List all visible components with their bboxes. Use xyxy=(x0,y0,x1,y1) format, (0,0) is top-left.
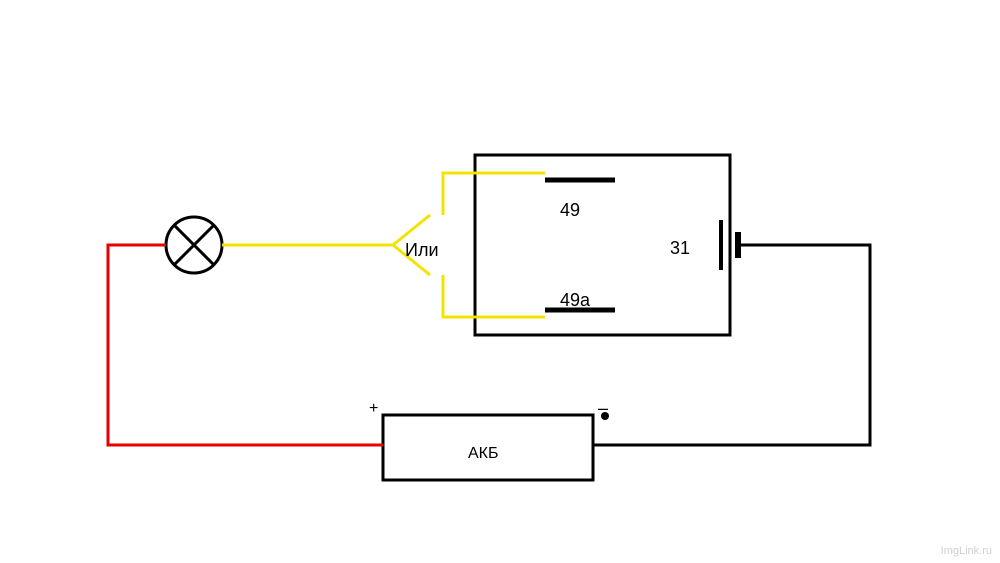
battery-plus-label: + xyxy=(369,400,378,418)
relay-terminal-49a-label: 49а xyxy=(560,290,590,311)
or-label: Или xyxy=(405,240,439,261)
battery-minus-label: – xyxy=(598,398,608,419)
wire-yellow-lamp-split xyxy=(222,215,430,275)
wire-red-batt-to-lamp xyxy=(108,245,383,445)
battery-label: АКБ xyxy=(468,445,499,463)
watermark-text: ImgLink.ru xyxy=(941,545,992,557)
relay-terminal-31-label: 31 xyxy=(670,238,690,259)
wire-yellow-to-49a xyxy=(443,275,545,317)
relay-terminal-49-label: 49 xyxy=(560,200,580,221)
wire-yellow-to-49 xyxy=(443,173,545,215)
